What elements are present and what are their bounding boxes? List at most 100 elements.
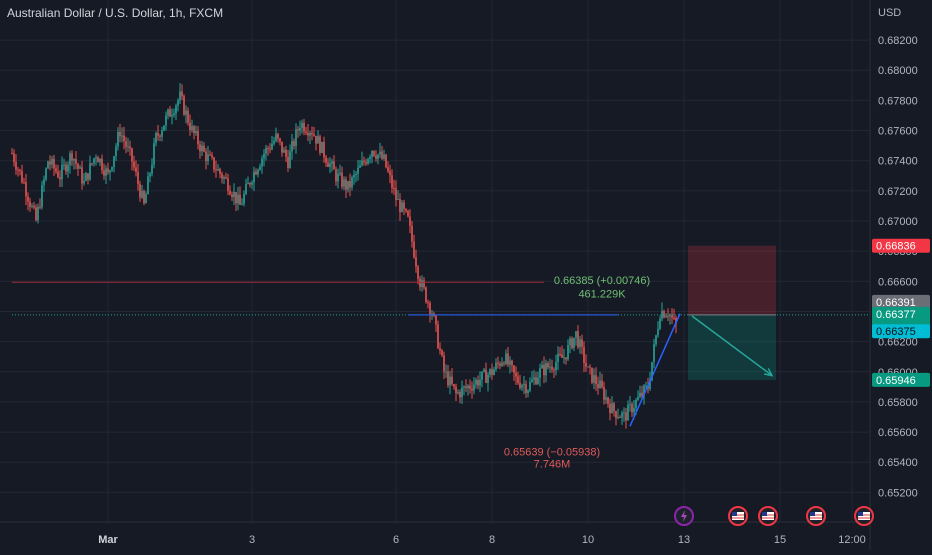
candle-body (599, 380, 601, 388)
candle-body (553, 369, 555, 371)
candle-body (489, 369, 491, 375)
candle-body (241, 203, 243, 205)
take-profit-zone[interactable] (688, 314, 776, 380)
stop-loss-zone[interactable] (688, 245, 776, 315)
candle-body (37, 206, 39, 221)
candle-body (191, 126, 193, 131)
candle-body (57, 171, 59, 178)
candle-body (589, 366, 591, 368)
candle-body (643, 385, 645, 397)
y-tick-label: 0.65400 (878, 457, 918, 469)
candle-body (125, 141, 127, 147)
candle-body (393, 188, 395, 190)
candle-body (333, 161, 335, 170)
candle-body (485, 369, 487, 383)
candle-body (363, 160, 365, 163)
candle-body (549, 366, 551, 368)
price-axis-panel[interactable] (870, 0, 932, 550)
candle-body (453, 384, 455, 387)
candle-body (481, 371, 483, 380)
candle-body (621, 413, 623, 418)
price-tag-0 (872, 238, 930, 253)
axis-currency-label: USD (878, 7, 901, 19)
candle-body (131, 148, 133, 162)
candle-body (375, 155, 377, 159)
flag-glyph (732, 512, 744, 520)
candle-body (183, 96, 185, 115)
candle-body (101, 158, 103, 171)
candle-body (337, 173, 339, 182)
candle-body (133, 161, 135, 168)
candle-body (633, 408, 635, 413)
candle-body (87, 173, 89, 180)
price-tag-3 (872, 324, 930, 339)
candle-body (435, 315, 437, 325)
candle-body (613, 403, 615, 412)
candle-body (211, 155, 213, 158)
candle-body (55, 168, 57, 172)
candle-body (529, 381, 531, 391)
candle-body (199, 144, 201, 152)
candle-body (411, 225, 413, 242)
chart-title: Australian Dollar / U.S. Dollar, 1h, FXC… (7, 6, 224, 20)
lightning-glyph (681, 510, 687, 522)
candle-body (109, 170, 111, 173)
candle-body (523, 384, 525, 386)
candle-body (449, 376, 451, 386)
candle-body (27, 196, 29, 202)
candle-body (77, 163, 79, 169)
candle-body (377, 154, 379, 159)
x-tick-label: 6 (393, 534, 399, 546)
y-tick-label: 0.68200 (878, 35, 918, 47)
candle-body (657, 328, 659, 336)
candle-body (29, 201, 31, 207)
candle-body (193, 126, 195, 134)
candle-body (645, 385, 647, 387)
candle-body (617, 417, 619, 419)
y-tick-label: 0.65600 (878, 427, 918, 439)
candle-body (175, 105, 177, 114)
candle-body (441, 350, 443, 356)
candle-body (583, 346, 585, 363)
candle-body (413, 241, 415, 258)
candle-body (541, 364, 543, 369)
annotation-label: 461.229K (578, 288, 626, 300)
candle-body (21, 170, 23, 183)
position-arrow[interactable] (691, 315, 773, 377)
candle-body (407, 210, 409, 217)
candle-body (511, 360, 513, 366)
candle-body (15, 162, 17, 170)
candle-body (31, 205, 33, 207)
candle-body (399, 199, 401, 213)
candle-body (107, 168, 109, 173)
candle-body (421, 280, 423, 288)
candle-body (23, 182, 25, 184)
candle-body (673, 317, 675, 319)
candle-body (209, 154, 211, 156)
x-tick-label: 12:00 (838, 534, 866, 546)
candle-body (297, 129, 299, 131)
candle-body (573, 337, 575, 349)
candle-body (563, 357, 565, 359)
candle-body (13, 153, 15, 163)
trend-line[interactable] (629, 313, 681, 427)
candle-body (301, 122, 303, 128)
flag-canton (732, 512, 737, 516)
candle-body (627, 404, 629, 421)
candle-body (409, 216, 411, 226)
candle-body (119, 131, 121, 137)
candle-body (671, 315, 673, 318)
y-tick-label: 0.67000 (878, 216, 918, 228)
candle-body (519, 382, 521, 388)
candle-body (189, 122, 191, 131)
candle-body (285, 149, 287, 157)
candle-body (165, 115, 167, 126)
candle-body (547, 363, 549, 368)
candle-body (51, 158, 53, 165)
candle-body (351, 177, 353, 188)
candle-body (229, 190, 231, 195)
candle-body (43, 179, 45, 186)
candle-body (313, 134, 315, 136)
